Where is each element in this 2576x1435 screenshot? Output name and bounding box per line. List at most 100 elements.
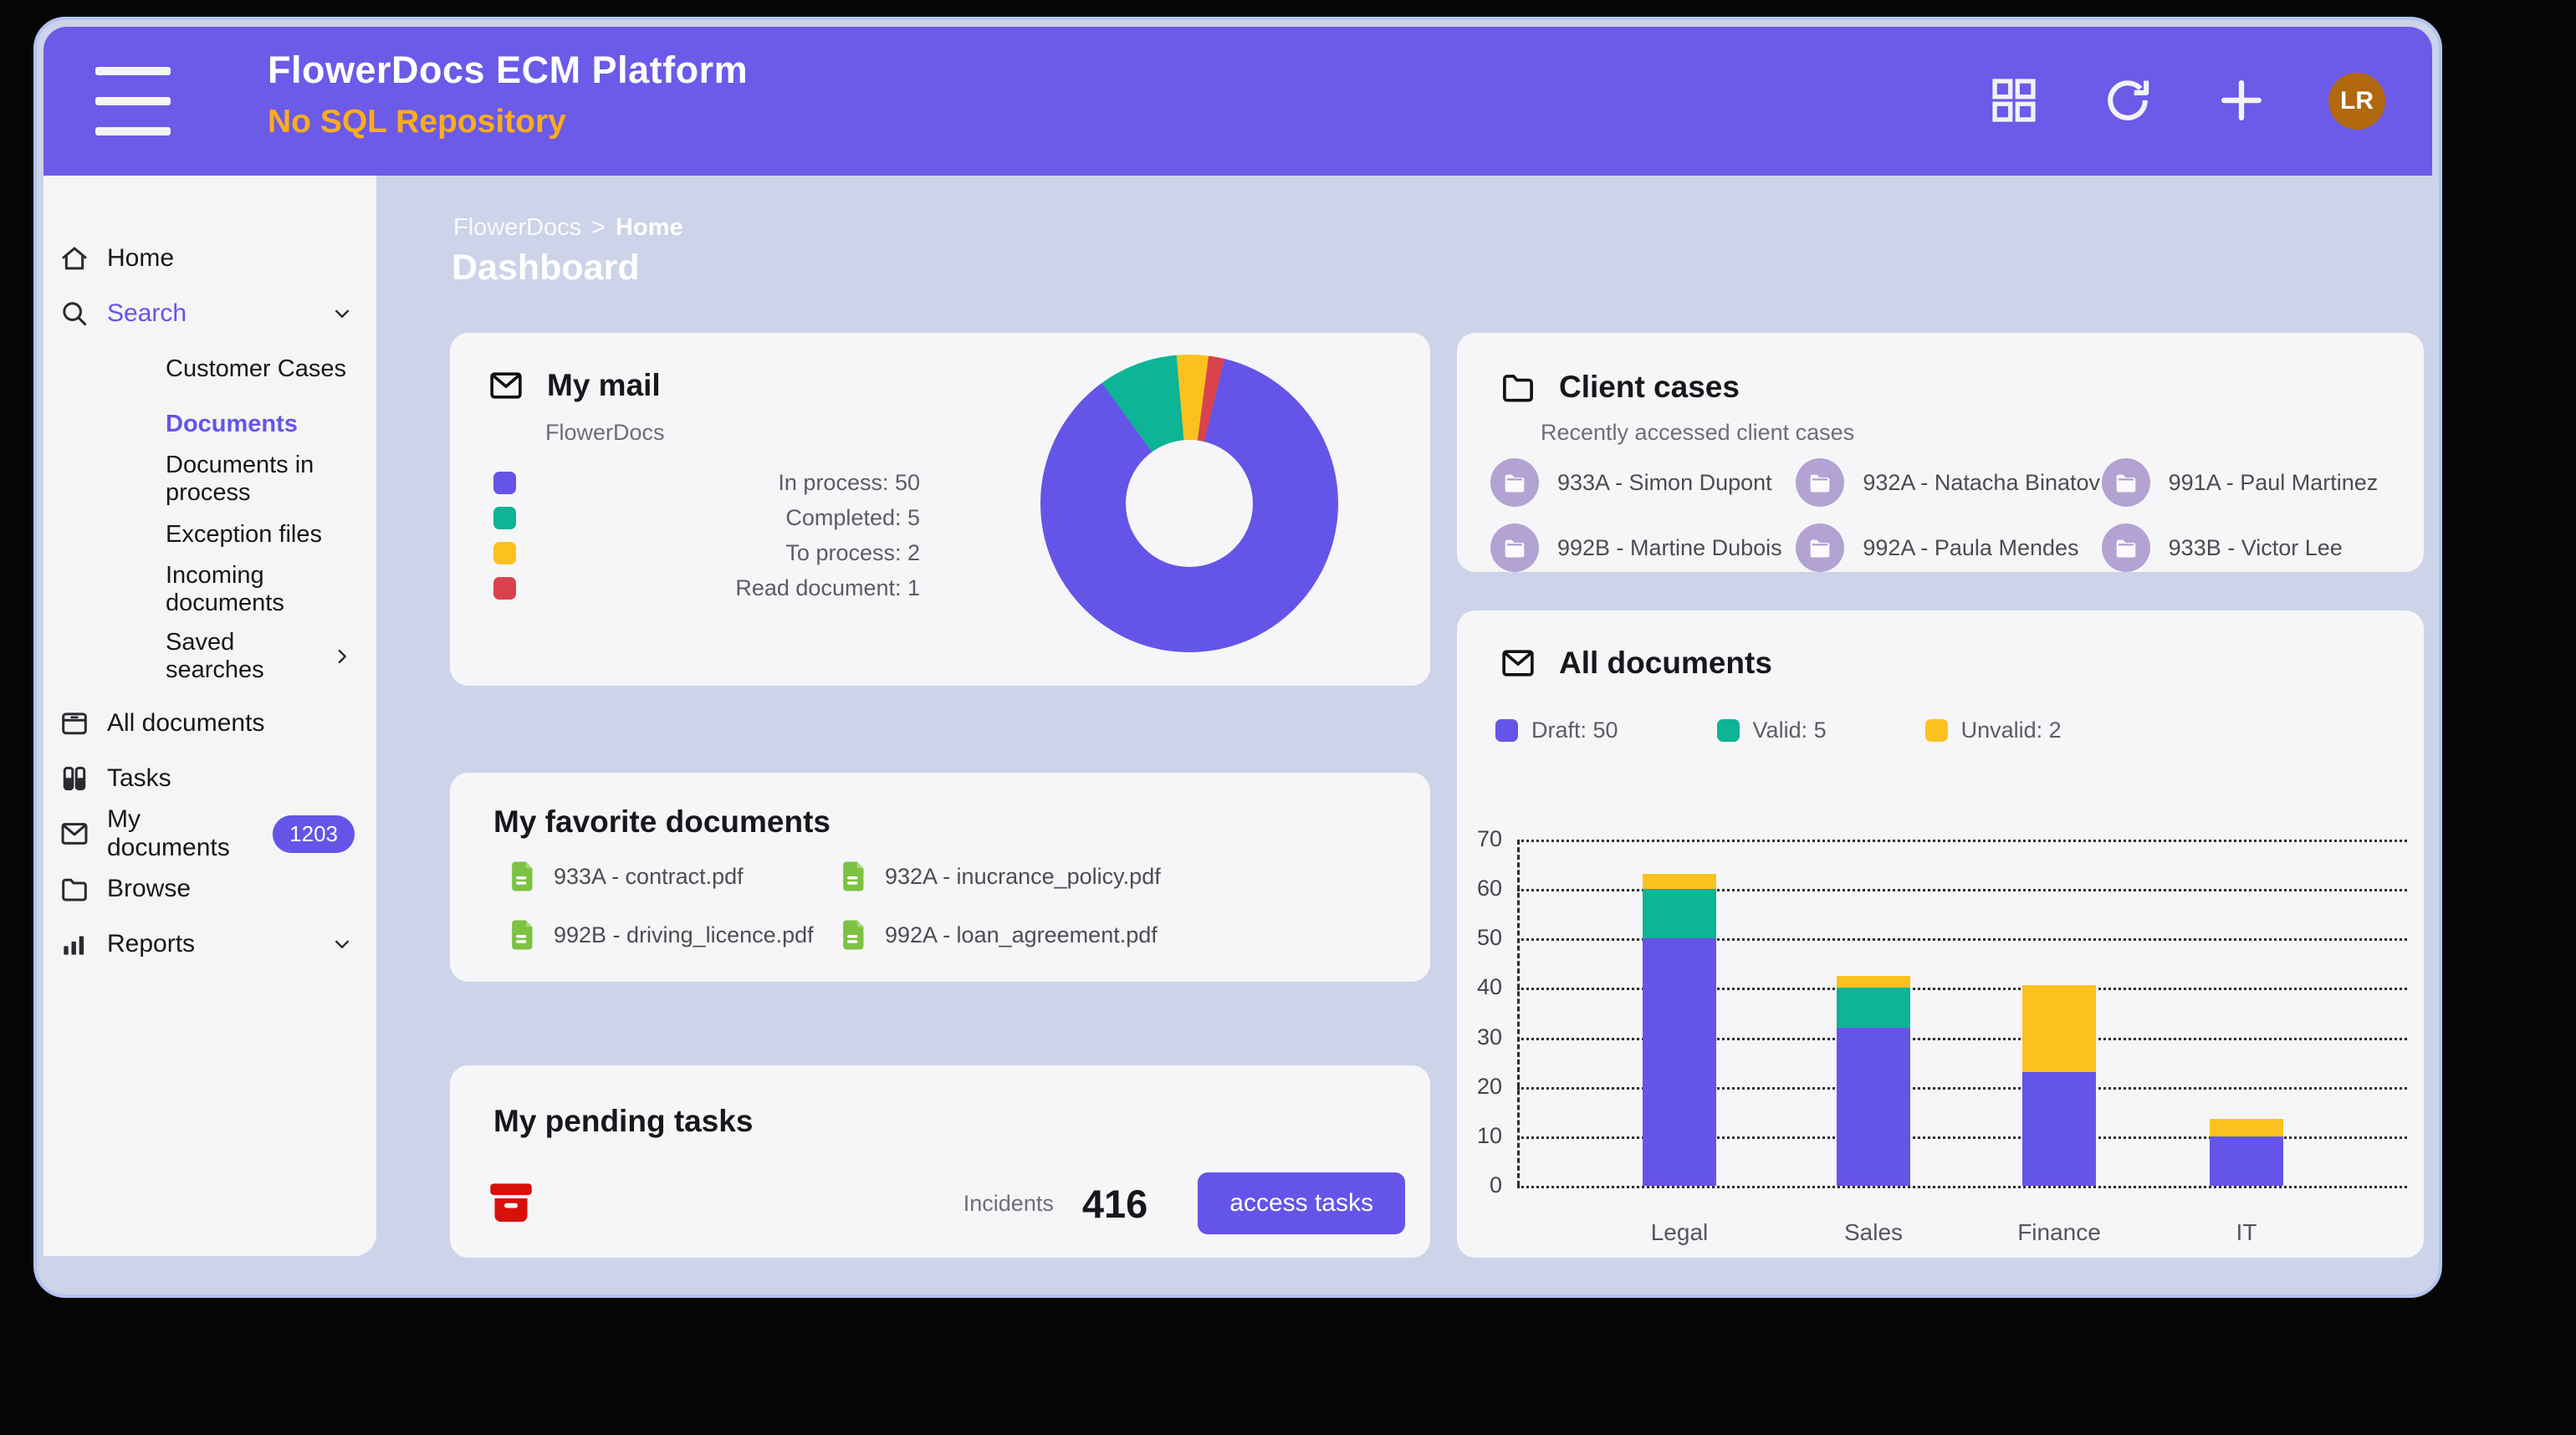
bar-chart-legend: Draft: 50 Valid: 5 Unvalid: 2 — [1495, 718, 2062, 743]
apps-grid-button[interactable] — [1987, 74, 2041, 128]
case-folder-avatar — [1796, 523, 1845, 572]
client-case-item[interactable]: 932A - Natacha Binatov — [1796, 458, 2101, 507]
all-documents-title: All documents — [1559, 646, 1772, 680]
breadcrumb-separator: > — [591, 214, 606, 241]
bar-segment-unvalid — [2022, 985, 2096, 1072]
hamburger-menu-button[interactable] — [95, 67, 171, 135]
folder-icon — [1500, 468, 1529, 497]
sidebar-item-documents-in-process[interactable]: Documents in process — [43, 452, 376, 507]
sidebar-item-home[interactable]: Home — [43, 231, 376, 286]
legend-color-swatch — [1924, 719, 1948, 742]
sidebar-item-documents[interactable]: Documents — [43, 396, 376, 452]
favorite-document-item[interactable]: 933A - contract.pdf — [503, 856, 835, 896]
bar-segment-unvalid — [2210, 1119, 2283, 1136]
client-case-label: 932A - Natacha Binatov — [1863, 469, 2101, 495]
favorite-documents-card: My favorite documents 933A - contract.pd… — [450, 773, 1430, 982]
client-cases-card: Client cases Recently accessed client ca… — [1457, 333, 2424, 572]
refresh-button[interactable] — [2101, 74, 2154, 128]
legend-item: Unvalid: 2 — [1924, 718, 2062, 743]
client-case-item[interactable]: 933B - Victor Lee — [2101, 523, 2407, 572]
sidebar-item-label: Incoming documents — [166, 562, 284, 616]
app-window: FlowerDocs ECM Platform No SQL Repositor… — [33, 17, 2442, 1298]
chevron-down-icon[interactable] — [330, 301, 355, 326]
sidebar-item-incoming-documents[interactable]: Incoming documents — [43, 562, 376, 617]
client-case-label: 992A - Paula Mendes — [1863, 534, 2079, 560]
my-mail-card: My mail FlowerDocs In process: 50 Comple… — [450, 333, 1430, 686]
bar-segment-unvalid — [1643, 874, 1716, 890]
legend-label: In process: 50 — [778, 469, 920, 495]
pending-tasks-title: My pending tasks — [493, 1104, 754, 1138]
document-file-icon — [503, 915, 539, 955]
sidebar-item-all-documents[interactable]: All documents — [43, 696, 376, 751]
favorite-documents-title: My favorite documents — [493, 804, 831, 839]
legend-label: Completed: 5 — [785, 504, 920, 530]
client-cases-subtitle: Recently accessed client cases — [1541, 420, 1855, 445]
document-file-icon — [835, 856, 870, 896]
grid-icon — [1987, 74, 2041, 130]
folder-icon — [1806, 534, 1834, 562]
favorite-document-item[interactable]: 992A - loan_agreement.pdf — [835, 915, 1161, 955]
client-case-item[interactable]: 992B - Martine Dubois — [1490, 523, 1796, 572]
bar-chart-icon — [59, 928, 90, 960]
sidebar-item-saved-searches[interactable]: Saved searches — [43, 629, 376, 684]
app-subtitle: No SQL Repository — [268, 104, 566, 140]
sidebar-item-reports[interactable]: Reports — [43, 917, 376, 972]
client-case-item[interactable]: 992A - Paula Mendes — [1796, 523, 2101, 572]
legend-label: Draft: 50 — [1531, 718, 1618, 743]
stacked-bar-sales — [1837, 975, 1910, 1186]
sidebar-item-label: Documents in process — [166, 452, 314, 506]
plus-icon — [2215, 74, 2268, 130]
sidebar-item-search[interactable]: Search — [43, 286, 376, 341]
legend-color-swatch — [493, 576, 516, 600]
case-folder-avatar — [2101, 523, 2150, 572]
legend-item: Draft: 50 — [1495, 718, 1618, 743]
incidents-label: Incidents — [963, 1190, 1054, 1216]
legend-color-swatch — [1495, 719, 1518, 742]
add-button[interactable] — [2215, 74, 2268, 128]
x-axis-category-label: Legal — [1650, 1219, 1709, 1245]
chevron-right-icon[interactable] — [330, 644, 355, 669]
sidebar-item-my-documents[interactable]: My documents 1203 — [43, 805, 376, 861]
sidebar-item-label: Browse — [107, 875, 192, 902]
stacked-bar-chart: 0 10 20 30 40 50 60 70 Legal Sales Finance IT — [1477, 826, 2407, 1245]
donut-hole — [1126, 440, 1253, 567]
bar-segment-draft — [2210, 1136, 2283, 1186]
client-case-item[interactable]: 933A - Simon Dupont — [1490, 458, 1796, 507]
mail-icon — [59, 818, 90, 850]
sidebar-item-exception-files[interactable]: Exception files — [43, 507, 376, 562]
archive-box-red-icon — [483, 1176, 539, 1231]
mail-donut-legend: In process: 50 Completed: 5 To process: … — [493, 465, 920, 605]
y-axis-tick-label: 0 — [1489, 1172, 1502, 1198]
bar-segment-valid — [1837, 988, 1910, 1028]
gridline — [1517, 938, 2407, 942]
y-axis-tick-label: 60 — [1476, 876, 1502, 901]
gridline — [1517, 1086, 2407, 1090]
breadcrumb-root[interactable]: FlowerDocs — [453, 214, 582, 241]
sidebar-item-tasks[interactable]: Tasks — [43, 751, 376, 806]
sidebar-item-label: Home — [107, 244, 175, 272]
sidebar: Home Search Customer Cases Documents Documen… — [43, 176, 376, 1256]
y-axis-tick-label: 20 — [1476, 1073, 1502, 1099]
y-axis-tick-label: 40 — [1476, 974, 1502, 1000]
y-axis-tick-label: 50 — [1476, 925, 1502, 951]
bar-segment-draft — [2022, 1071, 2096, 1186]
envelope-icon — [487, 366, 525, 405]
access-tasks-button[interactable]: access tasks — [1198, 1172, 1405, 1234]
gridline — [1517, 1186, 2407, 1188]
count-badge: 1203 — [273, 815, 355, 853]
client-case-item[interactable]: 991A - Paul Martinez — [2101, 458, 2407, 507]
user-avatar[interactable]: LR — [2328, 73, 2385, 130]
breadcrumb-current[interactable]: Home — [616, 214, 683, 241]
favorite-document-item[interactable]: 992B - driving_licence.pdf — [503, 915, 835, 955]
document-file-icon — [835, 915, 870, 955]
chevron-down-icon[interactable] — [330, 932, 355, 957]
sidebar-item-browse[interactable]: Browse — [43, 861, 376, 917]
case-folder-avatar — [2101, 458, 2150, 507]
sidebar-item-customer-cases[interactable]: Customer Cases — [43, 341, 376, 396]
bar-segment-valid — [1643, 889, 1716, 939]
favorite-document-item[interactable]: 932A - inucrance_policy.pdf — [835, 856, 1161, 896]
favorite-document-label: 932A - inucrance_policy.pdf — [885, 863, 1161, 889]
y-axis-tick-label: 10 — [1476, 1122, 1502, 1148]
gridline — [1517, 1037, 2407, 1040]
